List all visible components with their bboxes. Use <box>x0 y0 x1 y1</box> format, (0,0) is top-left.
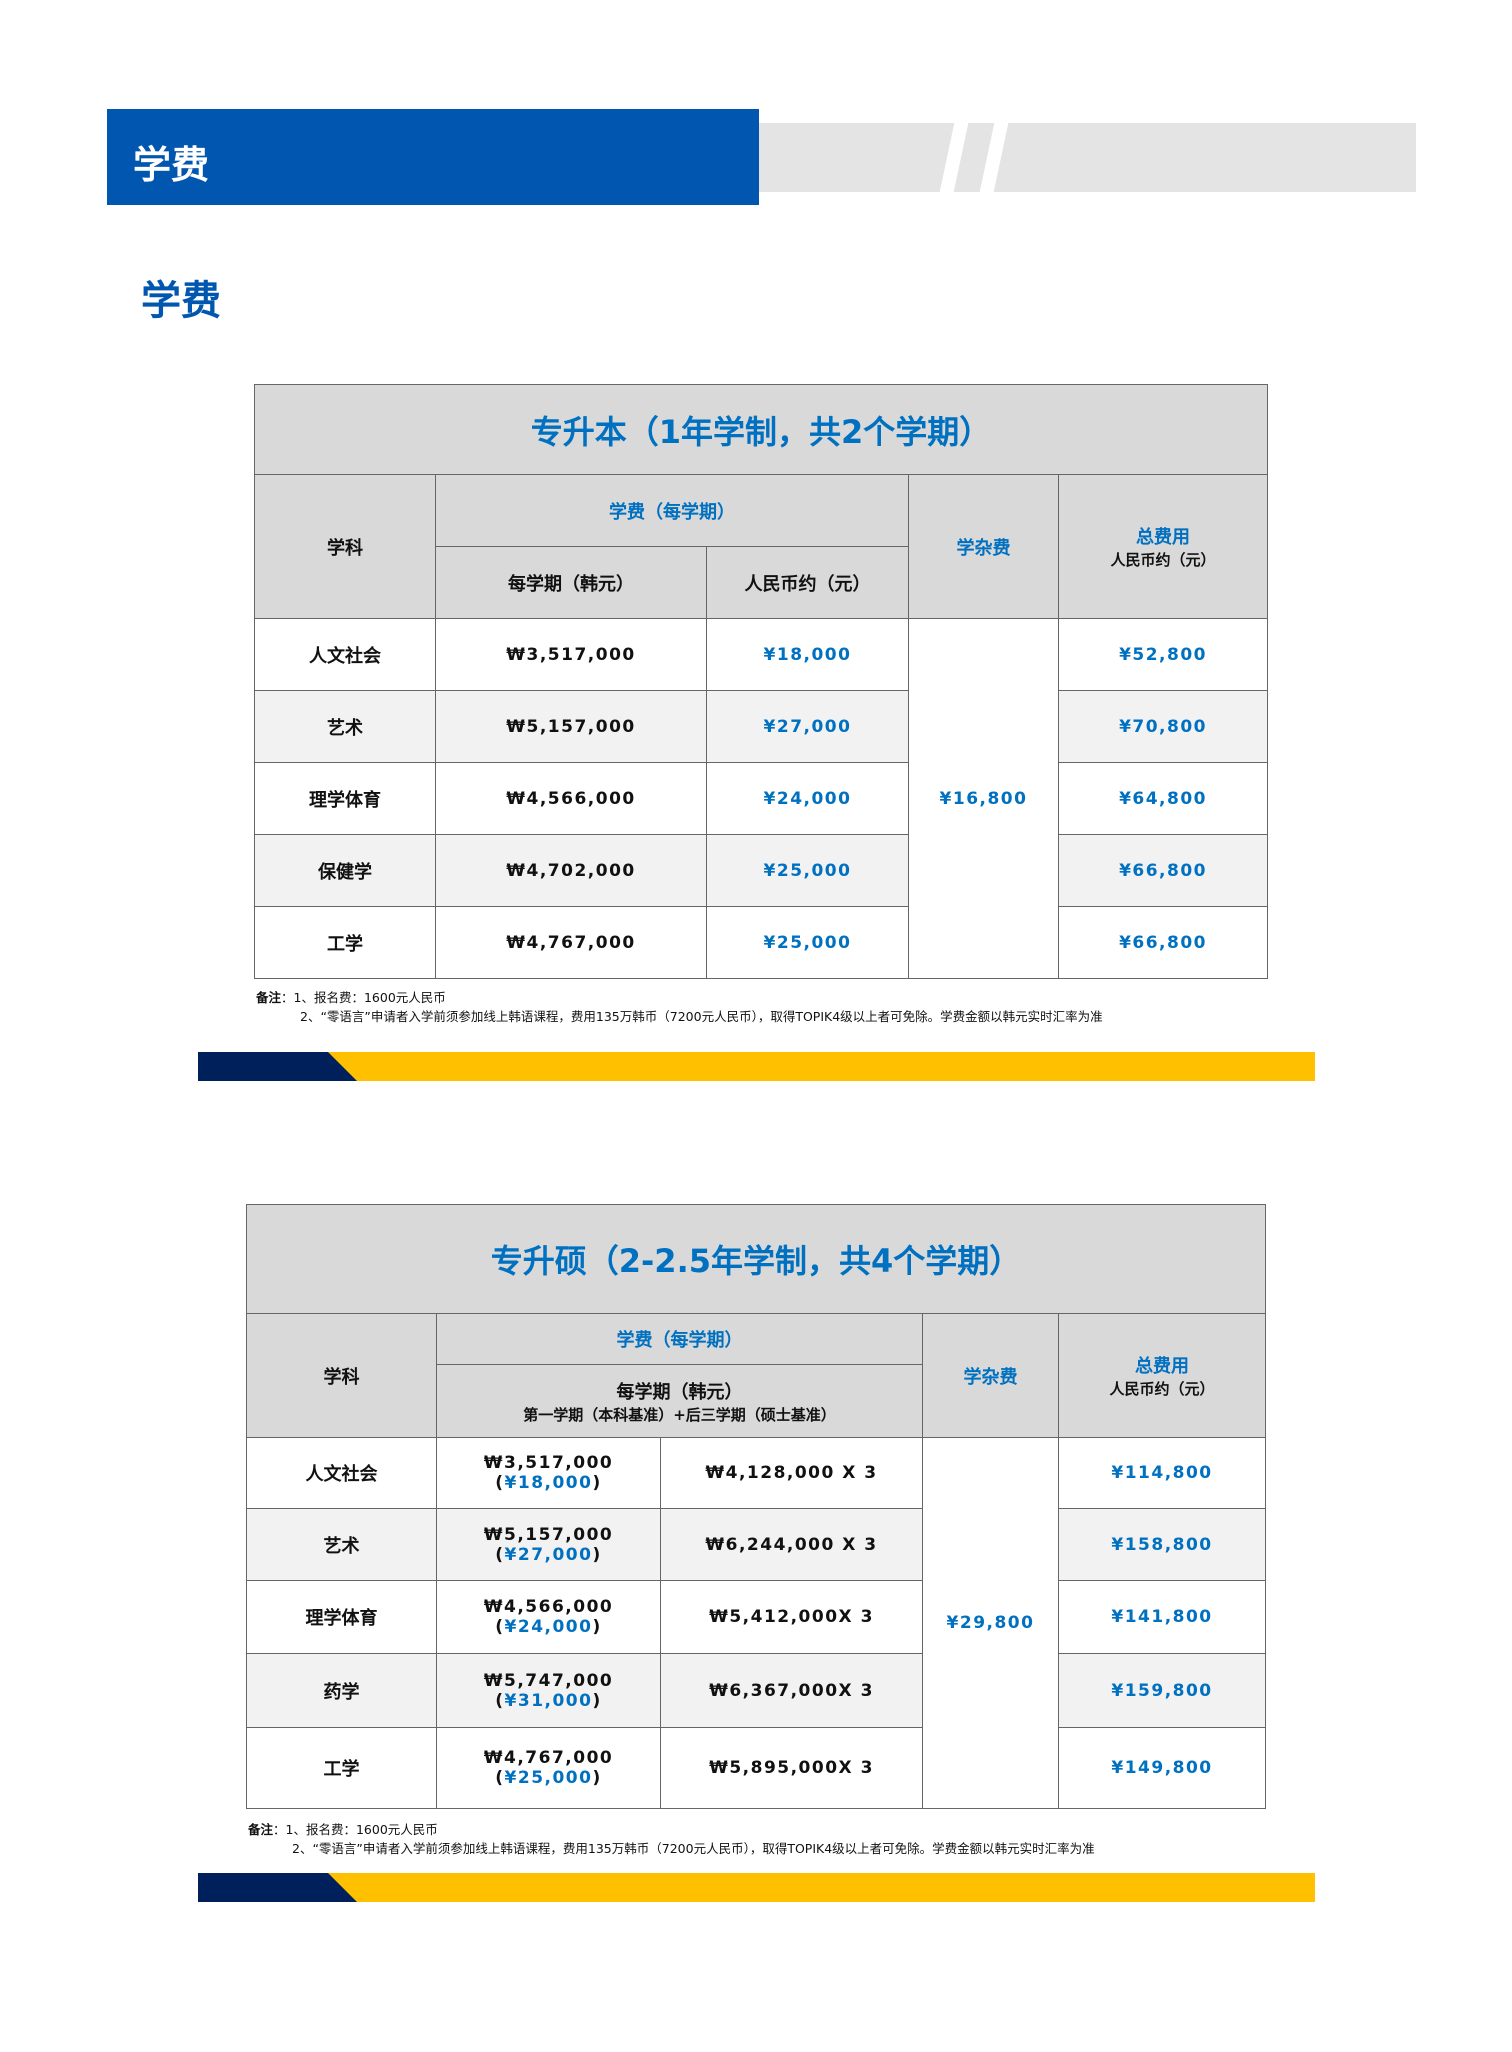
krw-cell: ₩4,702,000 <box>435 834 707 907</box>
tuition-table-bachelor: 专升本（1年学制，共2个学期） 学科 学费（每学期） 学杂费 总费用人民币约（元… <box>253 384 1269 979</box>
first-cny: ¥18,000 <box>504 1473 593 1493</box>
cny-cell: ¥18,000 <box>706 618 909 691</box>
first-semester-cell: ₩5,157,000 (¥27,000) <box>436 1508 661 1581</box>
note-2: 2、“零语言”申请者入学前须参加线上韩语课程，费用135万韩币（7200元人民币… <box>300 1009 1103 1024</box>
table-row: 人文社会 ₩3,517,000 (¥18,000) ₩4,128,000 X 3 ¥… <box>246 1437 1267 1809</box>
table-row: 艺术 ₩5,157,000 (¥27,000) ₩6,244,000 X 3 ¥15… <box>246 1508 1267 1581</box>
cny-cell: ¥25,000 <box>706 834 909 907</box>
header-total-sub: 人民币约（元） <box>1110 551 1216 569</box>
subject-cell: 人文社会 <box>246 1437 437 1509</box>
later-semesters-cell: ₩5,412,000X 3 <box>660 1580 923 1654</box>
first-krw: ₩4,767,000 <box>483 1748 614 1768</box>
header-tuition: 学费（每学期） <box>436 1313 923 1365</box>
section-banner: 学费 <box>107 109 759 205</box>
table-row: 人文社会 ₩3,517,000 ¥18,000 ¥16,800 ¥52,800 <box>254 618 1269 979</box>
cny-cell: ¥27,000 <box>706 690 909 763</box>
first-semester-cell: ₩3,517,000 (¥18,000) <box>436 1437 661 1509</box>
notes: 备注：1、报名费：1600元人民币 2、“零语言”申请者入学前须参加线上韩语课程… <box>256 988 1103 1026</box>
table-row: 理学体育 ₩4,566,000 (¥24,000) ₩5,412,000X 3 ¥1… <box>246 1580 1267 1654</box>
total-cell: ¥158,800 <box>1057 1508 1267 1581</box>
total-cell: ¥114,800 <box>1057 1437 1267 1509</box>
subject-cell: 艺术 <box>246 1508 437 1581</box>
first-semester-cell: ₩4,767,000 (¥25,000) <box>436 1727 661 1809</box>
table-row: 工学 ₩4,767,000 ¥25,000 ¥66,800 <box>254 906 1269 979</box>
banner-decoration <box>759 123 1416 192</box>
notes-label: 备注 <box>256 990 282 1005</box>
header-misc: 学杂费 <box>922 1313 1059 1438</box>
table-row: 理学体育 ₩4,566,000 ¥24,000 ¥64,800 <box>254 762 1269 835</box>
header-krw: 每学期（韩元） 第一学期（本科基准）+后三学期（硕士基准） <box>436 1364 923 1438</box>
krw-cell: ₩4,566,000 <box>435 762 707 835</box>
first-krw: ₩5,747,000 <box>483 1670 614 1691</box>
later-semesters-cell: ₩4,128,000 X 3 <box>660 1437 923 1509</box>
first-krw: ₩4,566,000 <box>483 1597 614 1617</box>
header-subject: 学科 <box>246 1313 437 1438</box>
first-cny: ¥27,000 <box>504 1544 593 1565</box>
first-semester-cell: ₩5,747,000 (¥31,000) <box>436 1653 661 1728</box>
total-cell: ¥66,800 <box>1057 906 1269 979</box>
divider-stripe <box>198 1873 1315 1902</box>
total-cell: ¥66,800 <box>1057 834 1269 907</box>
krw-cell: ₩3,517,000 <box>435 618 707 691</box>
table-row: 艺术 ₩5,157,000 ¥27,000 ¥70,800 <box>254 690 1269 763</box>
header-total-label: 总费用 <box>1136 527 1191 548</box>
total-cell: ¥70,800 <box>1057 690 1269 763</box>
header-total-label: 总费用 <box>1135 1356 1190 1377</box>
header-krw-label: 每学期（韩元） <box>616 1381 743 1403</box>
total-cell: ¥52,800 <box>1057 618 1269 691</box>
subject-cell: 理学体育 <box>254 762 436 835</box>
total-cell: ¥159,800 <box>1057 1653 1267 1728</box>
table-title: 专升硕（2-2.5年学制，共4个学期） <box>245 1204 1267 1314</box>
total-cell: ¥141,800 <box>1057 1580 1267 1654</box>
banner-title: 学费 <box>133 143 210 187</box>
subject-cell: 工学 <box>254 906 436 979</box>
header-cny: 人民币约（元） <box>706 546 909 619</box>
table-row: 药学 ₩5,747,000 (¥31,000) ₩6,367,000X 3 ¥159… <box>246 1653 1267 1728</box>
krw-cell: ₩5,157,000 <box>435 690 707 763</box>
table-row: 工学 ₩4,767,000 (¥25,000) ₩5,895,000X 3 ¥149… <box>246 1727 1267 1809</box>
total-cell: ¥64,800 <box>1057 762 1269 835</box>
later-semesters-cell: ₩5,895,000X 3 <box>660 1727 923 1809</box>
first-semester-cell: ₩4,566,000 (¥24,000) <box>436 1580 661 1654</box>
misc-fee-cell: ¥29,800 <box>922 1437 1059 1809</box>
header-total: 总费用人民币约（元） <box>1057 1313 1267 1438</box>
note-2: 2、“零语言”申请者入学前须参加线上韩语课程，费用135万韩币（7200元人民币… <box>292 1841 1095 1856</box>
subject-cell: 人文社会 <box>254 618 436 691</box>
table-row: 保健学 ₩4,702,000 ¥25,000 ¥66,800 <box>254 834 1269 907</box>
header-krw-sub: 第一学期（本科基准）+后三学期（硕士基准） <box>523 1405 836 1424</box>
misc-fee-cell: ¥16,800 <box>908 618 1059 979</box>
first-cny: ¥24,000 <box>504 1617 593 1637</box>
table-title: 专升本（1年学制，共2个学期） <box>253 384 1269 475</box>
tuition-table-master: 专升硕（2-2.5年学制，共4个学期） 学科 学费（每学期） 学杂费 总费用人民… <box>245 1204 1267 1809</box>
section-title: 学费 <box>141 278 221 324</box>
later-semesters-cell: ₩6,367,000X 3 <box>660 1653 923 1728</box>
header-subject: 学科 <box>254 474 436 619</box>
header-total-sub: 人民币约（元） <box>1109 1380 1215 1398</box>
note-1: ：1、报名费：1600元人民币 <box>281 990 446 1005</box>
note-1: ：1、报名费：1600元人民币 <box>273 1822 438 1837</box>
subject-cell: 保健学 <box>254 834 436 907</box>
divider-stripe <box>198 1052 1315 1081</box>
subject-cell: 药学 <box>246 1653 437 1728</box>
notes-label: 备注 <box>248 1822 274 1837</box>
header-misc: 学杂费 <box>908 474 1059 619</box>
first-cny: ¥31,000 <box>504 1690 593 1711</box>
header-total: 总费用人民币约（元） <box>1057 474 1269 619</box>
subject-cell: 理学体育 <box>246 1580 437 1654</box>
first-krw: ₩5,157,000 <box>483 1524 614 1545</box>
first-krw: ₩3,517,000 <box>483 1453 614 1473</box>
header-tuition: 学费（每学期） <box>435 474 909 547</box>
subject-cell: 工学 <box>246 1727 437 1809</box>
header-krw: 每学期（韩元） <box>435 546 707 619</box>
notes: 备注：1、报名费：1600元人民币 2、“零语言”申请者入学前须参加线上韩语课程… <box>248 1820 1095 1858</box>
cny-cell: ¥25,000 <box>706 906 909 979</box>
first-cny: ¥25,000 <box>504 1768 593 1788</box>
total-cell: ¥149,800 <box>1057 1727 1267 1809</box>
krw-cell: ₩4,767,000 <box>435 906 707 979</box>
cny-cell: ¥24,000 <box>706 762 909 835</box>
subject-cell: 艺术 <box>254 690 436 763</box>
later-semesters-cell: ₩6,244,000 X 3 <box>660 1508 923 1581</box>
